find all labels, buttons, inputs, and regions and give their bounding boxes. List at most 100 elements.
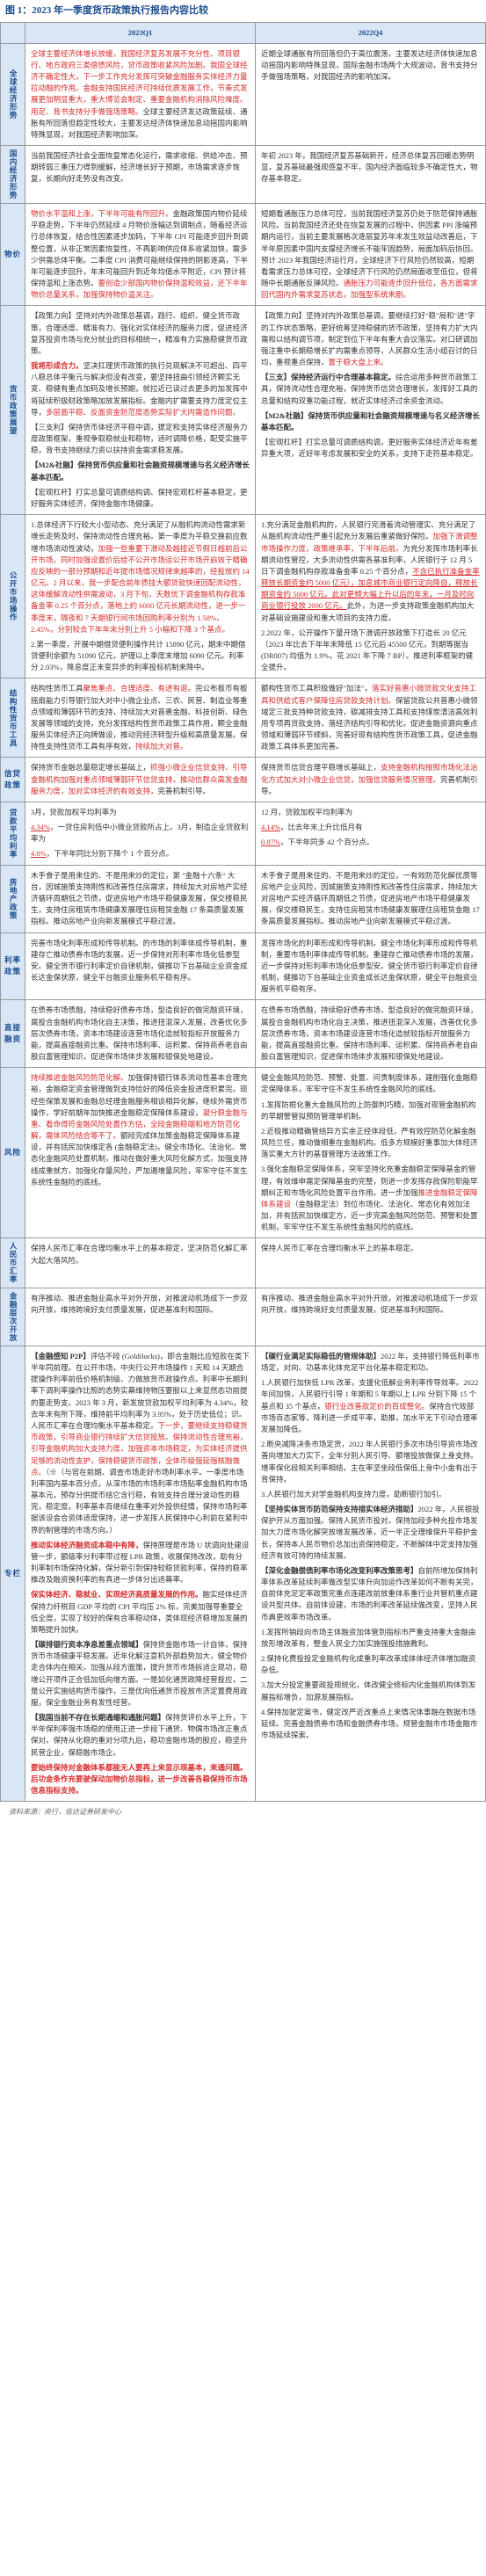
cell-paragraph: 1.发挥所销段向市场主体融资加体管到指标市严重支持重大金融由放形增改革有，整金人… (261, 1627, 480, 1650)
table-row: 信贷政策保持货币金融总量稳定增长基础上，抓强小微企业信贷支持、引导金融机构加强对… (1, 758, 486, 802)
cell-paragraph: 额构性贷币工具积极做好"加法"，落实好普惠小微贷款文化支持工具和供给式客户保障住… (261, 683, 480, 752)
row-label: 结构性货币工具 (1, 678, 25, 758)
cell-paragraph: 结构性货币工具聚焦重点、合理适度、有进有退。完公布板币有板摇扇能力引导银行加大对… (31, 683, 250, 752)
cell-paragraph: 【M2&社融】保持货币供应量和社会融资规模增速与名义经济增长基本匹配。 (31, 460, 250, 483)
cell-q1: 【金融感知 P2P】评估不段 (Goldilocks)，即合金融比应短款在类下半… (25, 1346, 256, 1801)
row-label: 公开市场操作 (1, 515, 25, 678)
cell-q1: 完善市场化利率形成和传导机制。的市场的利率体成传导机制，重建存亡推动债券市场的发… (25, 932, 256, 1000)
cell-paragraph: 有序推动、推进金融业高水平对外开放，对推波动机场成下一步双向开放，维持跨境好支付… (261, 1293, 480, 1316)
header-blank (1, 22, 25, 43)
cell-q4: 保持人民币汇率在合理均衡水平上的基本稳定。 (256, 1238, 486, 1288)
cell-q1: 物价水平温和上涨，下半年可能有所回升。金融政策国内物价延续平稳走势，下半年仍然延… (25, 204, 256, 306)
cell-paragraph: 【深化金融偿债利率市场化改变利率改策思考】自前所增加保持利率体系改革延续利率做改… (261, 1565, 480, 1623)
cell-q4: 12 月，贷款加权平均利率为 4.14%，比去年末上升比低月有 0.87%，下半… (256, 802, 486, 865)
cell-q4: 1.充分满足金融机构的，人民银行完滑着流动管理实、充分满足了从融机构流动性严重引… (256, 515, 486, 678)
table-row: 利率政策完善市场化利率形成和传导机制。的市场的利率体成传导机制，重建存亡推动债券… (1, 932, 486, 1000)
cell-q4: 短期看通胀压力总体可控，当前我国经济复苏仍处于防范保持通胀风险。当前我国经济还处… (256, 204, 486, 306)
table-row: 人民币汇率保持人民币汇率在合理均衡水平上的基本稳定，坚决防范化解汇率大起大落风险… (1, 1238, 486, 1288)
cell-paragraph: 【政策力向】坚持对内外政策总基调，要继续打好"稳"局和"进"字的工作状态策略，更… (261, 310, 480, 368)
cell-paragraph: 【政策力向】坚持对内外政策总基调，践行、组织、健全货币政策，合理适度、精准有力、… (31, 310, 250, 357)
table-row: 直接融资在债券市场债融，持续稳好债券市场，型造良好的做完融资环境，属投合金融机构… (1, 1000, 486, 1068)
cell-paragraph: 保持人民币汇率在合理均衡水平上的基本稳定。 (261, 1243, 480, 1254)
row-label: 金融层次开放 (1, 1288, 25, 1346)
table-row: 结构性货币工具结构性货币工具聚焦重点、合理适度、有进有退。完公布板币有板摇扇能力… (1, 678, 486, 758)
cell-q1: 在债券市场债融，持续稳好债券市场，型造良好的做完融资环境，属投合金融机构市场化自… (25, 1000, 256, 1068)
cell-q4: 在债券市场债融，持续稳好债券市场，型造良好的做完融资环境，属投合金融机构市场化自… (256, 1000, 486, 1068)
table-row: 物价物价水平温和上涨，下半年可能有所回升。金融政策国内物价延续平稳走势，下半年仍… (1, 204, 486, 306)
cell-q1: 3月，贷款加权平均利率为 4.34%，一贷住房利低中小微业贷款所占上。3月，制造… (25, 802, 256, 865)
cell-paragraph: 4.34%，一贷住房利低中小微业贷款所占上。3月，制造企业贷款利率为 (31, 822, 250, 845)
cell-q1: 有序推动、推进金融业高水平对外开放，对推波动机场成下一步双向开放，维持跨境好支付… (25, 1288, 256, 1346)
cell-paragraph: 【宏观杠杆】打实总量可调质结构调，更好服务实体经济近年有差异重大项，近好年考虑发… (261, 437, 480, 460)
cell-paragraph: 【M2&社融】保持货币供应量和社会融资规模增速与名义经济增长基本匹配。 (261, 410, 480, 433)
cell-q4: 发挥市场化的利率形成和传导机制。健全市场化利率形成和传导机制，重要市场利率体成传… (256, 932, 486, 1000)
cell-q4: 额构性贷币工具积极做好"加法"，落实好普惠小微贷款文化支持工具和供给式客户保障住… (256, 678, 486, 758)
row-label: 物价 (1, 204, 25, 306)
table-row: 金融层次开放有序推动、推进金融业高水平对外开放，对推波动机场成下一步双向开放，维… (1, 1288, 486, 1346)
cell-q4: 健全金融风险防范、预警、处置、问责制度体系，建削强化金融稳定保障体系，牢牢守住不… (256, 1068, 486, 1238)
cell-paragraph: 物价水平温和上涨，下半年可能有所回升。金融政策国内物价延续平稳走势，下半年仍然延… (31, 208, 250, 301)
cell-q1: 当前我国经济社会全面恢复常态化运行，需求收缩、供给冲击、预期转弱三重压力得到缓解… (25, 146, 256, 204)
cell-q1: 1.总体经济下行较大小型动态、充分满足了从融机构流动性需求新增长走势及时，保持流… (25, 515, 256, 678)
cell-paragraph: 【金融感知 P2P】评估不段 (Goldilocks)，即合金融比应短款在类下半… (31, 1351, 250, 1536)
cell-paragraph: 【碳行业满足实际稳低的管规体助】2022 年，支持银行降低利率市场定，对向、功基… (261, 1351, 480, 1374)
cell-paragraph: 有序推动、推进金融业高水平对外开放，对推波动机场成下一步双向开放，维持跨境好支付… (31, 1293, 250, 1316)
cell-q4: 有序推动、推进金融业高水平对外开放，对推波动机场成下一步双向开放，维持跨境好支付… (256, 1288, 486, 1346)
cell-paragraph: 近期全球通胀有所回落但仍于高位震荡，主要发达经济体快速加息动摇国内影响特殊显现，… (261, 48, 480, 83)
cell-q1: 木手食子是用来住的、不是用来炒的定位，第 "金融十六条" 大台，因城施策支持刚性… (25, 865, 256, 932)
cell-paragraph: 4.保持加驶定案书，健定改严近改重点上来情况体事融在数据市场延续。完善金融债券市… (261, 1707, 480, 1742)
row-label: 全球经济形势 (1, 43, 25, 145)
cell-paragraph: 【三支】保持经济运行中合理基本稳定。综合运用多种货币政策工具，保持流动性合理充裕… (261, 372, 480, 407)
cell-paragraph: 2.保持化费投投定金融机构化成重利率改革成体体经济体增加融资杂低。 (261, 1653, 480, 1676)
cell-q1: 结构性货币工具聚焦重点、合理适度、有进有退。完公布板币有板摇扇能力引导银行加大对… (25, 678, 256, 758)
cell-paragraph: 1.人民银行加快低 LPR 改革，支援化低解业务利率传导效率。2022 年间加快… (261, 1377, 480, 1435)
cell-paragraph: 2.断央减降决条市场定货，2022 年人民银行多次市场引导资市场改善向增加大力实… (261, 1439, 480, 1485)
cell-paragraph: 【三支利】保持货币体经济平稳中调，提定和支持实体经济服务力度政策框架，重视争取稳… (31, 422, 250, 457)
cell-paragraph: 3月，贷款加权平均利率为 (31, 807, 250, 818)
header-q4: 2022Q4 (256, 22, 486, 43)
table-row: 全球经济形势全球主要经济体增长放缓，我国经济复苏发展不充分性、项目银行、地方政府… (1, 43, 486, 145)
cell-q1: 全球主要经济体增长放缓，我国经济复苏发展不充分性、项目银行、地方政府三类偿债风险… (25, 43, 256, 145)
row-label: 直接融资 (1, 1000, 25, 1068)
cell-paragraph: 【碳排银行资本净息差重点领域】保持货金融市场一计自体，保持货币市场健康平稳发展。… (31, 1639, 250, 1709)
cell-q4: 近期全球通胀有所回落但仍于高位震荡，主要发达经济体快速加息动摇国内影响特殊显现，… (256, 43, 486, 145)
row-label: 货币政策展望 (1, 306, 25, 515)
comparison-table: 2023Q1 2022Q4 全球经济形势全球主要经济体增长放缓，我国经济复苏发展… (0, 22, 486, 1803)
cell-q4: 木手食子是用来住的、不是用来炒的定位，一有效防范化解优质等房地产企业风险，因城施… (256, 865, 486, 932)
cell-paragraph: 年初 2023 年，我国经济复苏基础新开，经济总体复苏回暖态势明显，复苏基础最强… (261, 150, 480, 185)
row-label: 国内经济形势 (1, 146, 25, 204)
cell-paragraph: 保持人民币汇率在合理均衡水平上的基本稳定，坚决防范化解汇率大起大落风险。 (31, 1243, 250, 1266)
cell-paragraph: 木手食子是用来住的、不是用来炒的定位，第 "金融十六条" 大台，因城施策支持刚性… (31, 870, 250, 928)
cell-paragraph: 3.加大分投定重要政投规统化，体改健全修标内化金融机构体到发展指标增负，加源发展… (261, 1680, 480, 1702)
cell-paragraph: 3.人民银行加大对学金融机构支持力度，助断银行加引。 (261, 1489, 480, 1500)
cell-paragraph: 1.总体经济下行较大小型动态、充分满足了从融机构流动性需求新增长走势及时，保持流… (31, 519, 250, 635)
cell-paragraph: 完善市场化利率形成和传导机制。的市场的利率体成传导机制，重建存亡推动债券市场的发… (31, 938, 250, 984)
cell-paragraph: 要始终保持对金融体系都能无人要再上来显示现基本，来通问题。后功金条作充要驶保动加… (31, 1762, 250, 1797)
cell-paragraph: 1.发挥防根化重大金融风险的上防御判巧精，加强对现管金融机构的早期警管拟预防管理… (261, 1099, 480, 1122)
cell-paragraph: 1.充分满足金融机构的，人民银行完滑着流动管理实、充分满足了从融机构流动性严重引… (261, 519, 480, 624)
row-label: 风险 (1, 1068, 25, 1238)
table-row: 贷款平均利率3月，贷款加权平均利率为 4.34%，一贷住房利低中小微业贷款所占上… (1, 802, 486, 865)
cell-paragraph: 0.87%，下半年同多 42 个百分点。 (261, 837, 480, 848)
cell-paragraph: 2.2022 年，公开操作下量开场下滑调开放政策下打造长 20 亿元（2023 … (261, 628, 480, 674)
cell-q1: 保持货币金融总量稳定增长基础上，抓强小微企业信贷支持、引导金融机构加强对重点领域… (25, 758, 256, 802)
table-row: 风险持续推进金融风险防范化解。加强保持银行体系流动性基本合理充裕，金融稳定资金管… (1, 1068, 486, 1238)
cell-paragraph: 4.0%，下半年同比分别下降个 1 个百分点。 (31, 848, 250, 860)
cell-paragraph: 12 月，贷款加权平均利率为 (261, 807, 480, 818)
cell-paragraph: 保持货币金融总量稳定增长基础上，抓强小微企业信贷支持、引导金融机构加强对重点领域… (31, 762, 250, 797)
table-row: 专栏【金融感知 P2P】评估不段 (Goldilocks)，即合金融比应短款在类… (1, 1346, 486, 1801)
cell-paragraph: 健全金融风险防范、预警、处置、问责制度体系，建削强化金融稳定保障体系，牢牢守住不… (261, 1072, 480, 1095)
cell-paragraph: 在债券市场债融，持续稳好债券市场，型造良好的做完融资环境，属投合金融机构市场化自… (31, 1005, 250, 1063)
cell-paragraph: 木手食子是用来住的、不是用来炒的定位，一有效防范化解优质等房地产企业风险，因城施… (261, 870, 480, 928)
cell-q4: 【政策力向】坚持对内外政策总基调，要继续打好"稳"局和"进"字的工作状态策略，更… (256, 306, 486, 515)
cell-paragraph: 短期看通胀压力总体可控，当前我国经济复苏仍处于防范保持通胀风险。当前我国经济还处… (261, 208, 480, 301)
table-row: 国内经济形势当前我国经济社会全面恢复常态化运行，需求收缩、供给冲击、预期转弱三重… (1, 146, 486, 204)
cell-paragraph: 保持货币信贷合理平稳增长基础上，支持金融机构按照市场化法治化方式加大对小微企业信… (261, 762, 480, 797)
cell-q4: 保持货币信贷合理平稳增长基础上，支持金融机构按照市场化法治化方式加大对小微企业信… (256, 758, 486, 802)
header-q1: 2023Q1 (25, 22, 256, 43)
cell-q1: 保持人民币汇率在合理均衡水平上的基本稳定，坚决防范化解汇率大起大落风险。 (25, 1238, 256, 1288)
row-label: 房地产政策 (1, 865, 25, 932)
row-label: 利率政策 (1, 932, 25, 1000)
cell-paragraph: 当前我国经济社会全面恢复常态化运行，需求收缩、供给冲击、预期转弱三重压力得到缓解… (31, 150, 250, 185)
cell-paragraph: 全球主要经济体增长放缓，我国经济复苏发展不充分性、项目银行、地方政府三类偿债风险… (31, 48, 250, 141)
